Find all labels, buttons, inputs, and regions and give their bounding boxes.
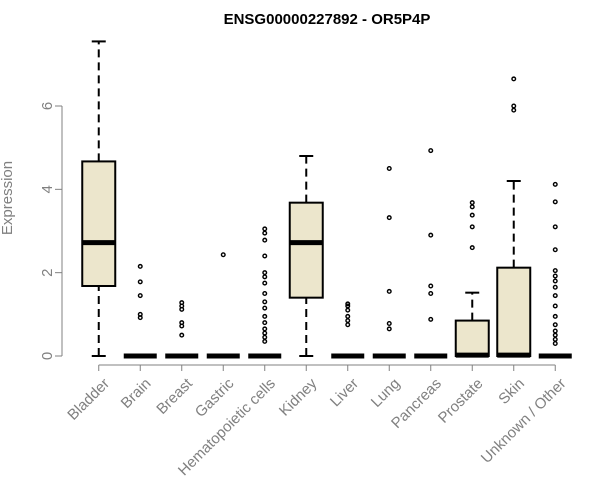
y-axis: 0 2 4 6 <box>39 102 63 360</box>
outlier-point <box>552 247 558 253</box>
outlier-point <box>262 326 268 332</box>
outlier-point <box>469 212 475 218</box>
x-tick-label: Bladder <box>64 375 113 424</box>
y-tick-label: 6 <box>39 102 56 110</box>
outlier-point <box>262 305 268 311</box>
outlier-point <box>552 278 558 284</box>
outlier-point <box>428 291 434 297</box>
outlier-point <box>137 311 143 317</box>
outlier-point <box>179 300 185 306</box>
outlier-point <box>179 332 185 338</box>
box-skin <box>496 76 532 358</box>
outlier-point <box>552 273 558 279</box>
box-kidney <box>288 155 324 357</box>
box-body <box>454 319 490 358</box>
outlier-point <box>428 283 434 289</box>
outlier-point <box>262 299 268 305</box>
box-breast <box>165 300 199 359</box>
outlier-point <box>262 270 268 276</box>
box-body <box>81 160 117 288</box>
outlier-point <box>262 291 268 297</box>
outlier-point <box>552 268 558 274</box>
outlier-point <box>552 336 558 342</box>
outlier-point <box>345 313 351 319</box>
outlier-point <box>262 280 268 286</box>
box-liver <box>331 301 365 359</box>
outlier-point <box>511 76 517 82</box>
outlier-point <box>428 148 434 154</box>
y-tick-label: 0 <box>39 352 56 360</box>
chart-title: ENSG00000227892 - OR5P4P <box>224 11 431 28</box>
box-bladder <box>81 40 117 357</box>
outlier-point <box>220 252 226 258</box>
outlier-point <box>345 307 351 313</box>
box-hematopoietic-cells <box>248 226 282 359</box>
outlier-point <box>262 230 268 236</box>
outlier-point <box>469 245 475 251</box>
box-plot-area <box>81 40 572 359</box>
outlier-point <box>262 237 268 243</box>
box-lung <box>372 165 406 359</box>
outlier-point <box>552 199 558 205</box>
x-tick-label: Liver <box>327 375 362 410</box>
outlier-point <box>262 338 268 344</box>
outlier-point <box>386 215 392 221</box>
y-axis-label: Expression <box>0 161 16 235</box>
box-gastric <box>206 252 240 359</box>
box-body <box>288 201 324 299</box>
y-tick-label: 4 <box>39 185 56 193</box>
outlier-point <box>137 293 143 299</box>
outlier-point <box>386 326 392 332</box>
outlier-point <box>469 224 475 230</box>
outlier-point <box>552 313 558 319</box>
outlier-point <box>469 200 475 206</box>
outlier-point <box>386 321 392 327</box>
outlier-point <box>345 303 351 309</box>
box-unknown-other <box>538 181 572 359</box>
outlier-point <box>262 334 268 340</box>
outlier-point <box>469 204 475 210</box>
outlier-point <box>262 253 268 259</box>
outlier-point <box>262 226 268 232</box>
outlier-point <box>552 181 558 187</box>
outlier-point <box>137 279 143 285</box>
outlier-point <box>552 332 558 338</box>
x-tick-label: Brain <box>118 375 155 412</box>
x-tick-label: Lung <box>368 375 404 411</box>
x-tick-label: Breast <box>153 375 196 418</box>
outlier-point <box>552 322 558 328</box>
outlier-point <box>262 313 268 319</box>
outlier-point <box>552 293 558 299</box>
x-tick-label: Skin <box>495 375 528 408</box>
outlier-point <box>552 303 558 309</box>
outlier-point <box>262 320 268 326</box>
box-prostate <box>454 200 490 358</box>
outlier-point <box>179 320 185 326</box>
outlier-point <box>552 224 558 230</box>
outlier-point <box>552 341 558 347</box>
outlier-point <box>137 263 143 269</box>
x-tick-label: Prostate <box>435 375 487 427</box>
outlier-point <box>552 328 558 334</box>
outlier-point <box>511 103 517 109</box>
x-tick-label: Kidney <box>276 375 321 420</box>
outlier-point <box>262 330 268 336</box>
outlier-point <box>428 232 434 238</box>
box-brain <box>123 263 157 359</box>
outlier-point <box>511 107 517 113</box>
box-pancreas <box>414 148 448 359</box>
box-body <box>496 266 532 357</box>
y-tick-label: 2 <box>39 268 56 276</box>
outlier-point <box>345 322 351 328</box>
outlier-point <box>386 165 392 171</box>
outlier-point <box>386 288 392 294</box>
outlier-point <box>345 301 351 307</box>
outlier-point <box>428 316 434 322</box>
outlier-point <box>552 284 558 290</box>
outlier-point <box>262 274 268 280</box>
outlier-point <box>345 318 351 324</box>
